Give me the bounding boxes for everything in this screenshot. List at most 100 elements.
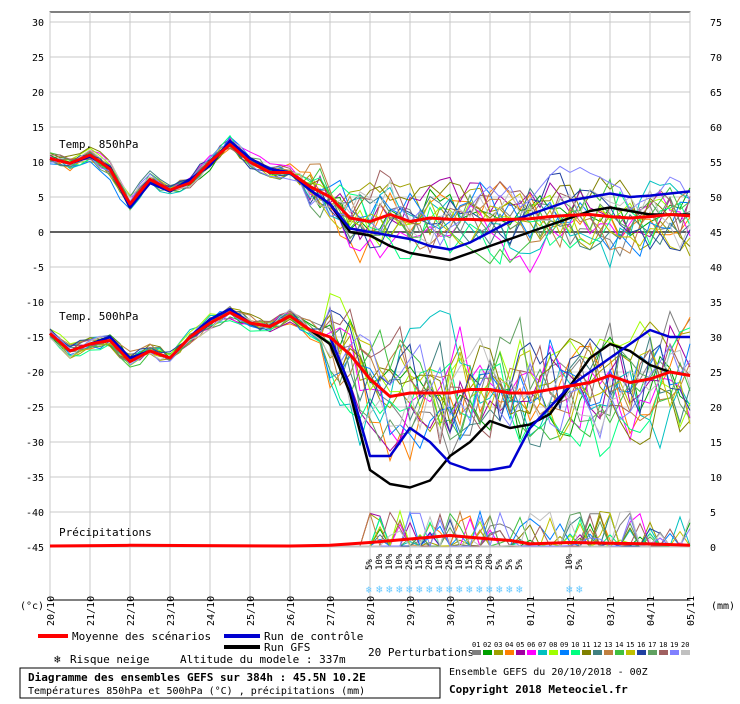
legend-control-label: Run de contrôle bbox=[264, 630, 363, 643]
perturbation-swatch bbox=[549, 650, 558, 655]
perturbation-swatch bbox=[648, 650, 657, 655]
right-tick-label: 50 bbox=[710, 193, 722, 204]
right-tick-label: 10 bbox=[710, 473, 722, 484]
perturbation-swatch bbox=[626, 650, 635, 655]
snowflake-icon: ❄ bbox=[396, 583, 403, 596]
perturbations-label: 20 Perturbations bbox=[368, 646, 474, 659]
left-tick-label: -35 bbox=[26, 473, 44, 484]
left-tick-label: -40 bbox=[26, 508, 44, 519]
snow-risk-label: 10% bbox=[395, 553, 405, 570]
perturbation-line bbox=[49, 308, 691, 422]
perturbation-number: 18 bbox=[659, 641, 667, 649]
snow-risk-markers: 5%❄10%❄10%❄10%❄25%❄15%❄20%❄10%❄25%❄10%❄1… bbox=[365, 553, 585, 596]
footer-subtitle: Températures 850hPa et 500hPa (°C) , pré… bbox=[28, 685, 365, 697]
perturbation-number: 13 bbox=[604, 641, 612, 649]
snowflake-icon: ❄ bbox=[416, 583, 423, 596]
perturbation-swatch bbox=[637, 650, 646, 655]
x-date-label: 02/11 bbox=[566, 596, 577, 626]
perturbation-swatch bbox=[593, 650, 602, 655]
legend-gfs-swatch bbox=[224, 645, 260, 649]
panel-label-850: Temp. 850hPa bbox=[59, 138, 138, 151]
perturbation-number: 20 bbox=[681, 641, 689, 649]
perturbation-line bbox=[49, 140, 691, 251]
perturbation-number: 11 bbox=[582, 641, 590, 649]
perturbation-number: 14 bbox=[615, 641, 623, 649]
perturbation-swatch bbox=[538, 650, 547, 655]
snowflake-icon: ❄ bbox=[366, 585, 373, 596]
x-date-label: 22/10 bbox=[126, 596, 137, 626]
left-tick-label: 20 bbox=[32, 88, 44, 99]
perturbation-swatch bbox=[483, 650, 492, 655]
snow-risk-label: 10% bbox=[565, 553, 575, 570]
snow-risk-label: 20% bbox=[475, 553, 485, 570]
perturbation-number: 04 bbox=[505, 641, 513, 649]
right-tick-label: 70 bbox=[710, 53, 722, 64]
x-date-label: 26/10 bbox=[286, 596, 297, 626]
snowflake-icon: ❄ bbox=[486, 583, 493, 596]
legend-mean-swatch bbox=[38, 634, 68, 638]
perturbation-number: 16 bbox=[637, 641, 645, 649]
left-tick-label: -30 bbox=[26, 438, 44, 449]
perturbation-swatch bbox=[516, 650, 525, 655]
right-tick-label: 65 bbox=[710, 88, 722, 99]
snowflake-icon: ❄ bbox=[466, 583, 473, 596]
legend-snow-label: Risque neige bbox=[70, 653, 149, 666]
x-date-label: 29/10 bbox=[406, 596, 417, 626]
legend-mean-label: Moyenne des scénarios bbox=[72, 630, 211, 643]
perturbation-number: 03 bbox=[494, 641, 502, 649]
perturbation-number: 19 bbox=[670, 641, 678, 649]
snow-risk-label: 20% bbox=[485, 553, 495, 570]
right-tick-label: 60 bbox=[710, 123, 722, 134]
x-date-label: 27/10 bbox=[326, 596, 337, 626]
x-date-label: 25/10 bbox=[246, 596, 257, 626]
perturbation-number: 06 bbox=[527, 641, 535, 649]
snow-risk-label: 10% bbox=[385, 553, 395, 570]
perturbation-line bbox=[49, 311, 691, 445]
x-date-label: 23/10 bbox=[166, 596, 177, 626]
perturbation-line bbox=[49, 145, 691, 265]
snowflake-icon: ❄ bbox=[506, 583, 513, 596]
left-tick-label: -10 bbox=[26, 298, 44, 309]
snowflake-icon: ❄ bbox=[386, 583, 393, 596]
perturbation-number: 10 bbox=[571, 641, 579, 649]
x-date-label: 03/11 bbox=[606, 596, 617, 626]
legend: Moyenne des scénarios Run de contrôle Ru… bbox=[38, 630, 690, 666]
left-tick-label: -25 bbox=[26, 403, 44, 414]
snowflake-icon: ❄ bbox=[476, 583, 483, 596]
perturbation-line bbox=[49, 308, 691, 434]
perturbation-swatch bbox=[560, 650, 569, 655]
x-date-label: 21/10 bbox=[86, 596, 97, 626]
legend-control-swatch bbox=[224, 634, 260, 638]
perturbation-line bbox=[49, 306, 691, 442]
snowflake-icon: ❄ bbox=[426, 583, 433, 596]
right-tick-label: 35 bbox=[710, 298, 722, 309]
left-tick-label: -45 bbox=[26, 543, 44, 554]
snowflake-icon: ❄ bbox=[496, 583, 503, 596]
left-tick-label: -5 bbox=[32, 263, 44, 274]
snowflake-icon: ❄ bbox=[436, 583, 443, 596]
snow-risk-label: 10% bbox=[375, 553, 385, 570]
ensemble-label: Ensemble GEFS du 20/10/2018 - 00Z bbox=[449, 667, 648, 678]
right-tick-label: 75 bbox=[710, 18, 722, 29]
snowflake-icon: ❄ bbox=[54, 653, 61, 666]
right-tick-label: 5 bbox=[710, 508, 716, 519]
x-date-label: 30/10 bbox=[446, 596, 457, 626]
perturbation-legend: 01 02 03 04 05 06 07 08 09 10 11 12 13 14 15 16 17 18 19 20 bbox=[472, 641, 690, 655]
right-tick-label: 20 bbox=[710, 403, 722, 414]
perturbation-swatch bbox=[505, 650, 514, 655]
right-tick-label: 15 bbox=[710, 438, 722, 449]
x-date-label: 28/10 bbox=[366, 596, 377, 626]
footer-box bbox=[19, 667, 441, 699]
snow-risk-label: 25% bbox=[445, 553, 455, 570]
snowflake-icon: ❄ bbox=[446, 583, 453, 596]
perturbation-swatch bbox=[494, 650, 503, 655]
perturbation-number: 07 bbox=[538, 641, 546, 649]
right-unit-label: (mm) bbox=[711, 601, 735, 612]
copyright-label: Copyright 2018 Meteociel.fr bbox=[449, 683, 628, 696]
perturbation-number: 12 bbox=[593, 641, 601, 649]
perturbation-swatch bbox=[670, 650, 679, 655]
perturbation-swatch bbox=[472, 650, 481, 655]
snow-risk-label: 5% bbox=[505, 559, 515, 570]
left-tick-label: 25 bbox=[32, 53, 44, 64]
